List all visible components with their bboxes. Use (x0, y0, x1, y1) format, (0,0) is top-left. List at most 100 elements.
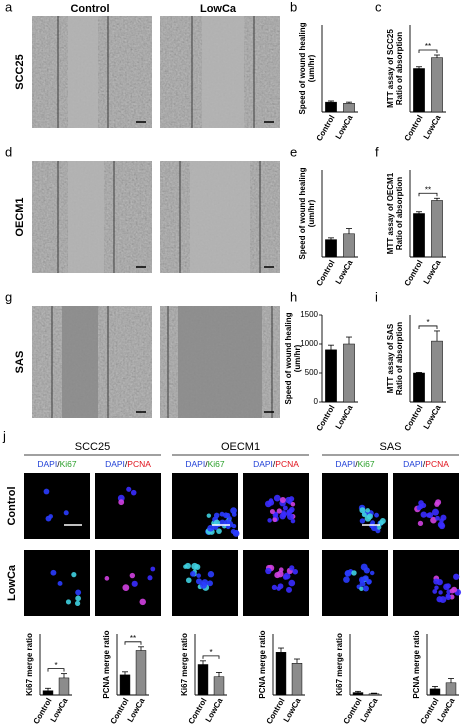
bar (197, 664, 209, 696)
y-axis-label: PCNA merge ratio (258, 630, 267, 698)
nucleus (276, 570, 284, 578)
panel-letter: c (375, 0, 382, 14)
y-tick-label: 1000 (300, 339, 318, 348)
stain-part: / (355, 459, 358, 469)
nucleus (207, 580, 214, 587)
panel-letter: d (5, 144, 12, 159)
panel-letter: h (290, 289, 297, 304)
nucleus (359, 586, 364, 592)
nucleus (451, 586, 458, 593)
nucleus (362, 585, 369, 592)
stain-part: Ki67 (208, 459, 225, 469)
stain-part: DAPI (335, 459, 355, 469)
stain-label: DAPI/Ki67 (37, 459, 77, 469)
bar (343, 233, 355, 258)
nucleus (130, 489, 137, 496)
nucleus (231, 512, 237, 517)
nucleus (269, 509, 275, 515)
stain-part: / (423, 459, 426, 469)
nucleus (206, 513, 212, 518)
fluorescence-image (393, 550, 459, 616)
nucleus (286, 586, 292, 593)
bar (275, 652, 287, 696)
stain-part: Ki67 (358, 459, 375, 469)
nucleus (207, 524, 215, 532)
stain-part: DAPI (253, 459, 273, 469)
bar (58, 677, 70, 696)
bar (135, 650, 147, 696)
nucleus (48, 514, 53, 519)
y-axis-label: Ratio of absorption (395, 177, 404, 250)
y-axis-label: PCNA merge ratio (102, 630, 111, 698)
wound-gap (62, 306, 98, 418)
nucleus (436, 578, 443, 586)
bar (413, 213, 425, 258)
nucleus (265, 567, 272, 575)
nucleus (289, 565, 295, 571)
y-axis-label: Ratio of absorption (395, 32, 404, 105)
nucleus (443, 583, 450, 591)
x-tick-label: LowCa (422, 113, 443, 141)
column-header: LowCa (200, 3, 237, 15)
nucleus (434, 585, 439, 590)
nucleus (74, 600, 81, 607)
bar (413, 68, 425, 113)
nucleus (276, 508, 282, 514)
y-axis-label: MTT assay of OECM1 (386, 172, 395, 254)
significance-bracket (124, 641, 142, 645)
significance-bracket (418, 325, 438, 329)
nucleus (360, 563, 368, 571)
bar (368, 693, 380, 696)
bar (429, 688, 441, 696)
nucleus (430, 516, 437, 524)
bar (119, 674, 131, 696)
nucleus (126, 486, 132, 492)
bar (431, 200, 443, 258)
y-axis-label: MTT assay of SAS (386, 323, 395, 393)
stain-label: DAPI/PCNA (253, 459, 299, 469)
significance-bracket (418, 49, 438, 54)
nucleus (272, 517, 278, 523)
cell-line-header: SAS (379, 441, 401, 453)
nucleus (378, 520, 384, 526)
x-tick-label: LowCa (334, 113, 355, 141)
bar (291, 663, 303, 696)
bar (213, 676, 225, 696)
nucleus (71, 572, 77, 578)
y-axis-label: Speed of wound healing (298, 167, 307, 259)
bar (343, 343, 355, 403)
bar (343, 103, 355, 113)
bar (325, 239, 337, 258)
y-axis-label: Ki67 merge ratio (25, 633, 34, 696)
fluorescence-image (243, 473, 309, 539)
significance-label: ** (425, 185, 431, 194)
bar (325, 349, 337, 403)
nucleus (282, 505, 288, 511)
stain-part: / (57, 459, 60, 469)
nucleus (453, 573, 460, 580)
y-axis-label: (um/hr) (307, 54, 316, 82)
nucleus (436, 596, 443, 603)
nucleus (50, 569, 57, 576)
cell-line-header: SCC25 (75, 441, 110, 453)
stain-part: Ki67 (60, 459, 77, 469)
stain-part: PCNA (127, 459, 151, 469)
y-tick-label: 500 (305, 368, 319, 377)
panel-letter: f (375, 144, 379, 159)
stain-part: / (273, 459, 276, 469)
nucleus (227, 516, 232, 521)
column-header: Control (70, 3, 109, 15)
nucleus (431, 508, 439, 516)
nucleus (280, 510, 287, 516)
significance-label: ** (425, 42, 431, 51)
nucleus (207, 571, 215, 578)
row-label: SCC25 (14, 54, 26, 89)
nucleus (435, 515, 440, 521)
y-axis-label: Ki67 merge ratio (180, 633, 189, 696)
nucleus (370, 520, 376, 526)
significance-label: * (54, 661, 57, 670)
bar (413, 372, 425, 403)
nucleus (267, 518, 272, 523)
stain-part: DAPI (105, 459, 125, 469)
